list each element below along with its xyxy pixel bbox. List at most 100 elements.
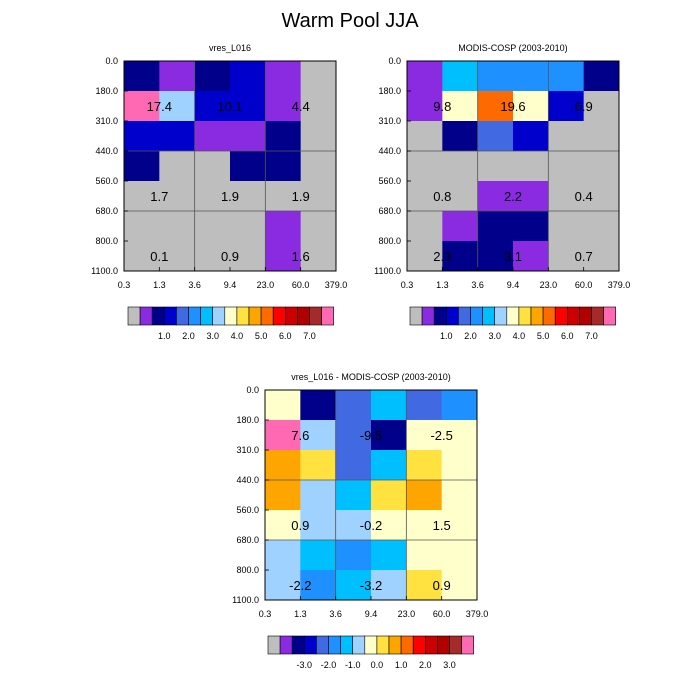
heatmap-cell [230,151,266,182]
cell-annotation: -0.2 [360,518,382,533]
heatmap-cell [159,181,196,212]
x-tick-label: 23.0 [540,280,558,290]
heatmap-cell [159,211,196,242]
heatmap-cell [513,181,549,212]
y-tick-label: 680.0 [378,206,401,216]
heatmap-cell [194,121,231,152]
cell-annotation: -2.2 [289,578,311,593]
colorbar-swatch [328,635,341,655]
heatmap-cell [335,450,372,481]
colorbar-swatch [458,306,471,326]
colorbar-swatch [176,306,189,326]
heatmap-cell [265,91,302,122]
colorbar-swatch [164,306,177,326]
y-tick-label: 0.0 [246,385,259,395]
heatmap-cell [513,121,549,152]
heatmap-cell [371,390,407,421]
heatmap-cell [300,211,337,242]
heatmap-cell [335,480,372,511]
heatmap-cell [441,480,478,511]
y-tick-label: 800.0 [378,236,401,246]
heatmap-cell [513,61,549,92]
heatmap-cell [406,570,443,601]
y-tick-label: 440.0 [378,146,401,156]
colorbar-label: 5.0 [537,331,550,341]
heatmap-cell [477,91,514,122]
colorbar-label: 2.0 [182,331,195,341]
cell-annotation: 0.1 [150,249,168,264]
colorbar-swatch [284,306,298,326]
colorbar-swatch [212,306,226,326]
heatmap-cell [513,211,549,242]
x-tick-label: 23.0 [257,280,275,290]
heatmap-cell [441,420,478,451]
heatmap-cell [442,211,479,242]
cell-annotation: 17.4 [147,99,172,114]
colorbar-swatch [297,306,310,326]
heatmap-cell [442,61,479,92]
cell-annotation: 0.9 [291,518,309,533]
heatmap-cell [548,61,585,92]
x-tick-label: 0.3 [401,280,414,290]
colorbar-swatch [267,635,281,655]
heatmap-cell [406,510,443,541]
colorbar-label: 3.0 [443,660,456,670]
heatmap-cell [300,91,337,122]
heatmap-cell [265,181,302,212]
x-tick-label: 0.3 [259,609,272,619]
heatmap-cell [300,420,337,451]
colorbar-swatch [506,306,520,326]
colorbar-swatch [421,306,435,326]
heatmap-cell [583,151,620,182]
heatmap-cell [407,241,443,272]
colorbar-swatch [603,306,616,326]
y-tick-label: 560.0 [378,176,401,186]
cell-annotation: 0.8 [433,189,451,204]
heatmap-cell [441,540,478,571]
colorbar-swatch [461,635,475,655]
colorbar-label: 1.0 [440,331,453,341]
y-tick-label: 180.0 [378,86,401,96]
colorbar-label: 4.0 [231,331,244,341]
colorbar-swatch [127,306,141,326]
heatmap-cell [300,151,337,182]
x-tick-label: 3.6 [329,609,342,619]
x-tick-label: 60.0 [575,280,593,290]
heatmap-cell [441,570,478,601]
heatmap-cell [407,61,443,92]
y-tick-label: 310.0 [378,116,401,126]
heatmap-cell [124,241,160,272]
heatmap-cell [477,241,514,272]
colorbar-label: 0.0 [371,660,384,670]
colorbar-swatch [364,635,378,655]
colorbar-label: 7.0 [585,331,598,341]
heatmap-cell [194,151,231,182]
y-tick-label: 800.0 [95,236,118,246]
heatmap-cell [583,181,620,212]
y-tick-label: 560.0 [236,505,259,515]
heatmap-cell [265,211,302,242]
x-tick-label: 9.4 [507,280,520,290]
colorbar-swatch [424,635,438,655]
colorbar-swatch [542,306,556,326]
x-tick-label: 379.0 [466,609,489,619]
x-tick-label: 23.0 [398,609,416,619]
heatmap-cell [300,121,337,152]
y-tick-label: 560.0 [95,176,118,186]
heatmap-cell [335,510,372,541]
y-tick-label: 180.0 [236,415,259,425]
heatmap-cell [265,540,301,571]
colorbar-label: 1.0 [158,331,171,341]
heatmap-cell [300,480,337,511]
x-tick-label: 1.3 [294,609,307,619]
colorbar-swatch [139,306,153,326]
cell-annotation: 19.6 [500,99,525,114]
colorbar-swatch [188,306,201,326]
heatmap-cell [230,241,266,272]
colorbar-swatch [340,635,354,655]
heatmap-cell [477,181,514,212]
cell-annotation: -2.5 [430,428,452,443]
heatmap-cell [230,61,266,92]
panel-title: MODIS-COSP (2003-2010) [458,43,567,53]
heatmap-cell [406,450,443,481]
